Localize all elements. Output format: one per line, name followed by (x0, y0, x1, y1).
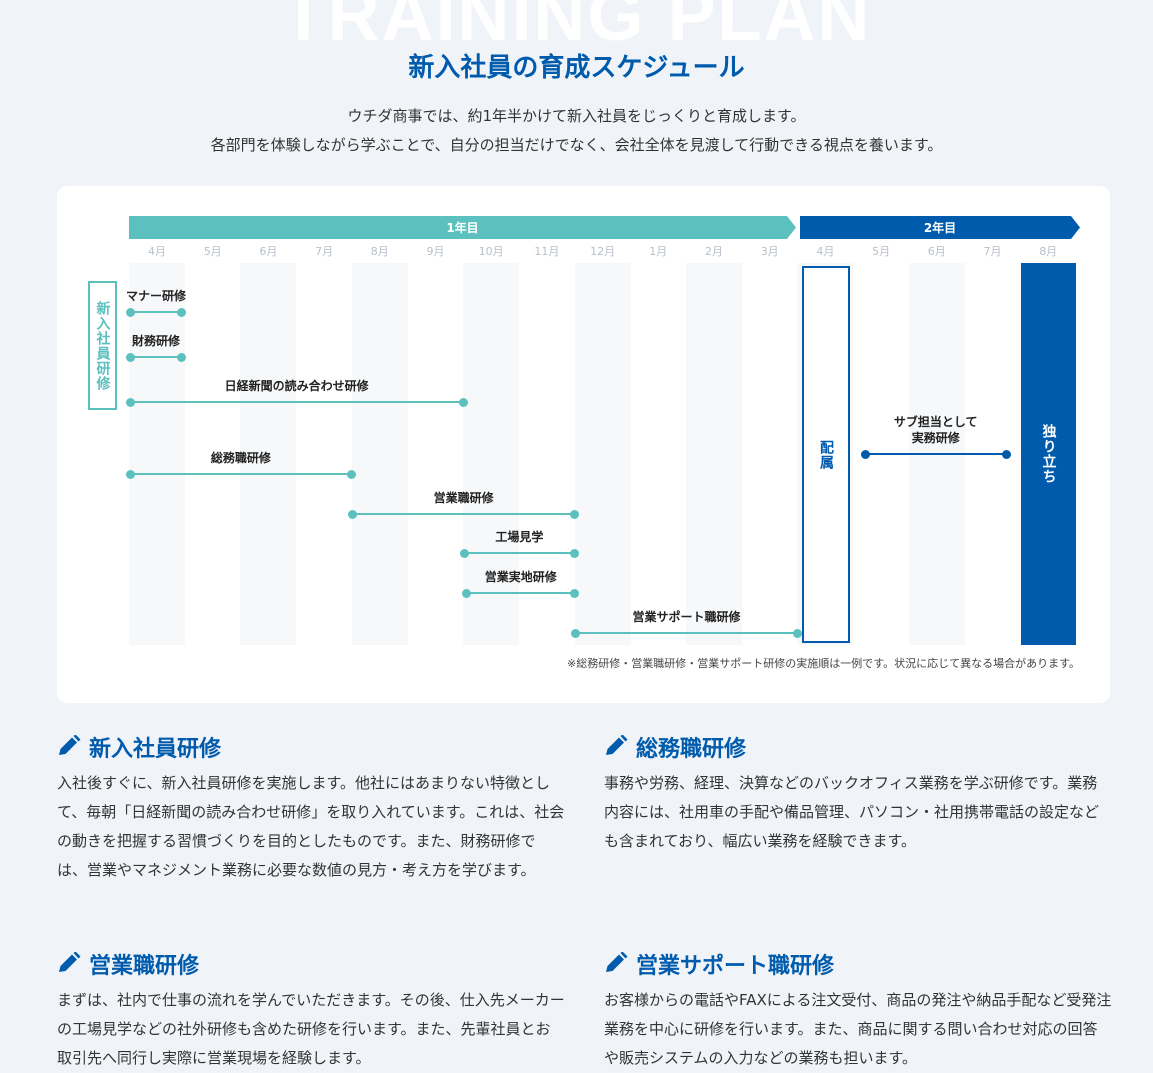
section-body: まずは、社内で仕事の流れを学んでいただきます。その後、仕入先メーカーの工場見学な… (57, 991, 565, 1067)
section-heading: 総務職研修 (604, 734, 1112, 765)
pencil-icon (604, 734, 628, 765)
event-label: 工場見学 (495, 530, 544, 544)
section-title: 新入社員研修 (89, 737, 222, 762)
pencil-icon (57, 734, 81, 765)
event-endpoint-dot (177, 352, 187, 362)
event-bar (352, 513, 575, 515)
event-bar (464, 552, 575, 554)
event-endpoint-dot (458, 397, 468, 407)
pencil-icon (604, 951, 628, 982)
month-label: 10月 (478, 245, 504, 258)
lead-line: 各部門を体験しながら学ぶことで、自分の担当だけでなく、会社全体を見渡して行動でき… (210, 136, 943, 154)
year1-bar: 1年目 (129, 216, 796, 239)
group-label-text: 新入社員研修 (94, 300, 111, 391)
section-sales-support: 営業サポート職研修 お客様からの電話やFAXによる注文受付、商品の発注や納品手配… (604, 951, 1112, 1073)
lead-line: ウチダ商事では、約1年半かけて新入社員をじっくりと育成します。 (347, 107, 806, 125)
event-endpoint-dot (348, 509, 358, 519)
month-label: 5月 (872, 245, 891, 258)
section-heading: 営業職研修 (57, 951, 565, 982)
month-label: 7月 (315, 245, 334, 258)
month-label: 11月 (534, 245, 560, 258)
lead-text: ウチダ商事では、約1年半かけて新入社員をじっくりと育成します。 各部門を体験しな… (0, 102, 1153, 160)
month-label: 8月 (370, 245, 389, 258)
event-label: マナー研修 (125, 289, 186, 303)
year1-label: 1年目 (446, 221, 479, 235)
year2-bar: 2年目 (800, 216, 1080, 239)
section-body: 入社後すぐに、新入社員研修を実施します。他社にはあまりない特徴として、毎朝「日経… (57, 774, 565, 879)
event-endpoint-dot (570, 509, 580, 519)
month-label: 7月 (983, 245, 1002, 258)
event-bar (466, 592, 575, 594)
event-endpoint-dot (125, 397, 135, 407)
section-title: 営業サポート職研修 (636, 954, 835, 979)
event-bar (130, 401, 464, 403)
event-endpoint-dot (125, 307, 135, 317)
month-column-shade (351, 263, 408, 645)
event-label: 営業サポート職研修 (632, 610, 741, 624)
background-watermark-title: TRAINING PLAN (281, 0, 872, 52)
event-label: 営業実地研修 (484, 570, 557, 584)
event-endpoint-dot (347, 469, 357, 479)
section-title: 総務職研修 (636, 737, 747, 762)
section-body: 事務や労務、経理、決算などのバックオフィス業務を学ぶ研修です。業務内容には、社用… (604, 774, 1100, 850)
month-label: 1月 (649, 245, 668, 258)
section-heading: 新入社員研修 (57, 734, 565, 765)
schedule-note: ※総務研修・営業職研修・営業サポート研修の実施順は一例です。状況に応じて異なる場… (566, 657, 1080, 670)
event-label: 日経新聞の読み合わせ研修 (224, 379, 369, 393)
event-bar (130, 473, 352, 475)
event-endpoint-dot (860, 449, 870, 459)
section-body: お客様からの電話やFAXによる注文受付、商品の発注や納品手配など受発注業務を中心… (604, 991, 1112, 1067)
month-label: 4月 (148, 245, 166, 258)
month-label: 4月 (816, 245, 835, 258)
month-column-shade (686, 263, 742, 645)
event-label: 財務研修 (131, 334, 180, 348)
event-bar (130, 356, 182, 358)
month-label: 3月 (760, 245, 779, 258)
event-endpoint-dot (459, 548, 469, 558)
year2-label: 2年目 (923, 221, 957, 235)
section-general-affairs: 総務職研修 事務や労務、経理、決算などのバックオフィス業務を学ぶ研修です。業務内… (604, 734, 1112, 856)
event-endpoint-dot (125, 469, 135, 479)
month-label: 2月 (705, 245, 723, 258)
section-sales: 営業職研修 まずは、社内で仕事の流れを学んでいただきます。その後、仕入先メーカー… (57, 951, 565, 1073)
section-title: 営業職研修 (89, 954, 200, 979)
section-heading: 営業サポート職研修 (604, 951, 1112, 982)
month-label: 9月 (426, 245, 445, 258)
month-label: 8月 (1039, 245, 1058, 258)
month-label: 5月 (203, 245, 222, 258)
event-endpoint-dot (571, 628, 581, 638)
event-bar (575, 632, 798, 634)
event-endpoint-dot (1001, 449, 1011, 459)
independence-label: 独り立ち (1040, 424, 1057, 484)
event-label: 総務職研修 (210, 451, 271, 465)
event-bar (130, 311, 182, 313)
event-endpoint-dot (570, 548, 580, 558)
group-label-new-employee: 新入社員研修 (88, 281, 117, 410)
assignment-box: 配属 (802, 266, 850, 643)
month-column-shade (129, 263, 185, 645)
event-endpoint-dot (177, 307, 187, 317)
event-bar (865, 453, 1007, 455)
month-label: 6月 (927, 245, 946, 258)
independence-box: 独り立ち (1021, 263, 1076, 645)
assignment-label: 配属 (818, 439, 834, 470)
month-column-shade (240, 263, 297, 645)
page-title: 新入社員の育成スケジュール (408, 53, 745, 83)
month-column-shade (574, 263, 631, 645)
section-new-employee: 新入社員研修 入社後すぐに、新入社員研修を実施します。他社にはあまりない特徴とし… (57, 734, 565, 885)
event-endpoint-dot (462, 588, 472, 598)
event-label: サブ担当として 実務研修 (893, 415, 978, 445)
month-column-shade (463, 263, 520, 645)
event-endpoint-dot (125, 352, 135, 362)
event-endpoint-dot (570, 588, 580, 598)
month-label: 12月 (590, 245, 616, 258)
event-label: 営業職研修 (433, 491, 494, 505)
month-label: 6月 (259, 245, 278, 258)
event-endpoint-dot (792, 628, 802, 638)
pencil-icon (57, 951, 81, 982)
